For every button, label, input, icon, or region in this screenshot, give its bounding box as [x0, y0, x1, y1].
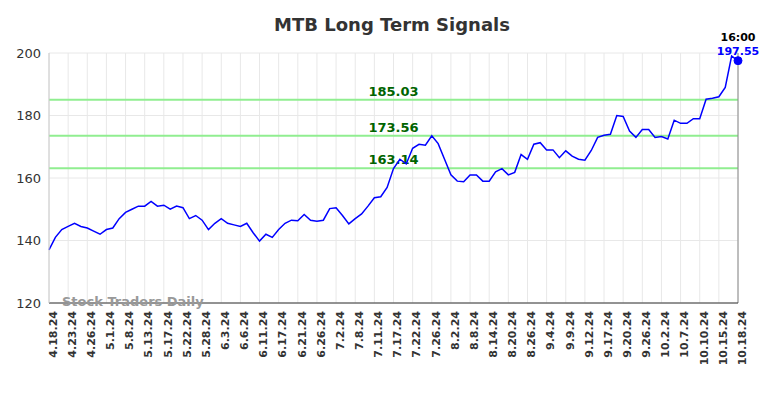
svg-text:10.15.24: 10.15.24 [717, 311, 730, 366]
svg-text:4.23.24: 4.23.24 [66, 311, 79, 358]
svg-text:8.26.24: 8.26.24 [525, 311, 538, 358]
svg-text:7.2.24: 7.2.24 [334, 311, 347, 350]
svg-text:4.26.24: 4.26.24 [85, 311, 98, 358]
svg-text:16:00: 16:00 [720, 31, 755, 44]
svg-text:4.18.24: 4.18.24 [47, 311, 60, 358]
svg-text:6.21.24: 6.21.24 [296, 311, 309, 358]
svg-text:185.03: 185.03 [368, 84, 418, 99]
svg-text:10.10.24: 10.10.24 [698, 311, 711, 366]
svg-text:8.14.24: 8.14.24 [487, 311, 500, 358]
svg-text:8.2.24: 8.2.24 [449, 311, 462, 350]
html-text:Stock Traders Daily: Stock Traders Daily [62, 294, 204, 309]
svg-text:120: 120 [16, 296, 41, 311]
svg-text:10.18.24: 10.18.24 [736, 311, 749, 366]
svg-text:6.6.24: 6.6.24 [238, 311, 251, 350]
svg-text:160: 160 [16, 171, 41, 186]
svg-text:8.20.24: 8.20.24 [506, 311, 519, 358]
svg-text:6.3.24: 6.3.24 [219, 311, 232, 350]
svg-text:7.22.24: 7.22.24 [410, 311, 423, 358]
svg-text:5.22.24: 5.22.24 [181, 311, 194, 358]
svg-text:5.8.24: 5.8.24 [123, 311, 136, 350]
svg-text:9.17.24: 9.17.24 [602, 311, 615, 358]
svg-text:200: 200 [16, 46, 41, 61]
svg-text:9.9.24: 9.9.24 [564, 311, 577, 350]
svg-text:9.26.24: 9.26.24 [640, 311, 653, 358]
svg-text:7.26.24: 7.26.24 [430, 311, 443, 358]
svg-text:7.8.24: 7.8.24 [353, 311, 366, 350]
svg-text:5.13.24: 5.13.24 [143, 311, 156, 358]
svg-text:140: 140 [16, 233, 41, 248]
html-text:MTB Long Term Signals: MTB Long Term Signals [274, 14, 510, 35]
svg-text:9.12.24: 9.12.24 [583, 311, 596, 358]
svg-text:9.4.24: 9.4.24 [544, 311, 557, 350]
svg-text:6.11.24: 6.11.24 [257, 311, 270, 358]
svg-text:5.17.24: 5.17.24 [162, 311, 175, 358]
svg-text:5.1.24: 5.1.24 [104, 311, 117, 350]
svg-text:7.11.24: 7.11.24 [372, 311, 385, 358]
svg-text:6.26.24: 6.26.24 [315, 311, 328, 358]
svg-text:8.8.24: 8.8.24 [468, 311, 481, 350]
svg-text:180: 180 [16, 108, 41, 123]
svg-text:6.17.24: 6.17.24 [276, 311, 289, 358]
svg-text:163.14: 163.14 [368, 152, 418, 167]
svg-text:173.56: 173.56 [368, 120, 418, 135]
svg-text:10.7.24: 10.7.24 [678, 311, 691, 358]
svg-text:5.28.24: 5.28.24 [200, 311, 213, 358]
svg-text:7.17.24: 7.17.24 [391, 311, 404, 358]
svg-text:9.20.24: 9.20.24 [621, 311, 634, 358]
svg-text:10.2.24: 10.2.24 [659, 311, 672, 358]
svg-text:197.55: 197.55 [717, 45, 759, 58]
